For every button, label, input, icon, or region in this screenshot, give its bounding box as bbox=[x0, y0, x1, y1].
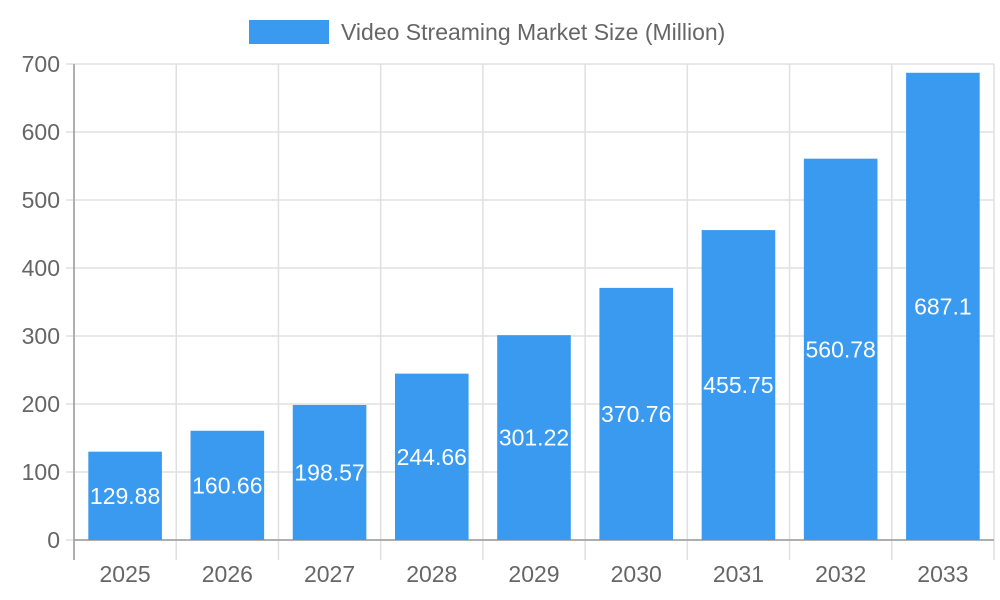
bar-2025 bbox=[88, 451, 162, 540]
legend-swatch bbox=[249, 20, 329, 44]
x-tick-label: 2025 bbox=[100, 561, 151, 587]
y-tick-label: 700 bbox=[22, 51, 60, 77]
bar-2032 bbox=[803, 158, 878, 540]
bar-value-label: 160.66 bbox=[192, 472, 262, 498]
bar-value-label: 370.76 bbox=[601, 401, 671, 427]
bar-value-label: 198.57 bbox=[294, 459, 364, 485]
bar-2027 bbox=[292, 404, 367, 540]
x-tick-label: 2029 bbox=[508, 561, 559, 587]
chart-data-labels: 129.88 160.66 198.57 244.66 301.22 370.76 455.… bbox=[90, 293, 972, 508]
x-tick-label: 2030 bbox=[611, 561, 662, 587]
x-tick-label: 2031 bbox=[713, 561, 764, 587]
y-tick-label: 100 bbox=[22, 459, 60, 485]
bar-2026 bbox=[190, 430, 265, 540]
bar-2031 bbox=[701, 230, 776, 540]
bar-value-label: 301.22 bbox=[499, 425, 569, 451]
y-tick-label: 600 bbox=[22, 119, 60, 145]
bar-value-label: 129.88 bbox=[90, 483, 160, 509]
bar-value-label: 560.78 bbox=[805, 336, 875, 362]
y-tick-label: 0 bbox=[47, 527, 60, 553]
x-tick-label: 2027 bbox=[304, 561, 355, 587]
y-axis-ticks: 0 100 200 300 400 500 600 700 bbox=[22, 51, 60, 553]
bar-value-label: 687.1 bbox=[914, 293, 972, 319]
y-tick-label: 500 bbox=[22, 187, 60, 213]
x-tick-label: 2033 bbox=[917, 561, 968, 587]
bar-value-label: 455.75 bbox=[703, 372, 773, 398]
y-tick-label: 200 bbox=[22, 391, 60, 417]
x-tick-label: 2026 bbox=[202, 561, 253, 587]
y-tick-label: 300 bbox=[22, 323, 60, 349]
legend-label: Video Streaming Market Size (Million) bbox=[341, 19, 725, 45]
x-tick-label: 2028 bbox=[406, 561, 457, 587]
bar-2029 bbox=[497, 335, 571, 540]
x-tick-label: 2032 bbox=[815, 561, 866, 587]
y-tick-label: 400 bbox=[22, 255, 60, 281]
bar-2030 bbox=[599, 287, 674, 540]
chart-bars bbox=[88, 72, 980, 540]
x-axis-ticks: 2025 2026 2027 2028 2029 2030 2031 2032 2033 bbox=[100, 561, 969, 587]
bar-2033 bbox=[906, 72, 980, 540]
chart-legend: Video Streaming Market Size (Million) bbox=[249, 19, 725, 45]
bar-value-label: 244.66 bbox=[397, 444, 467, 470]
bar-2028 bbox=[394, 373, 469, 540]
